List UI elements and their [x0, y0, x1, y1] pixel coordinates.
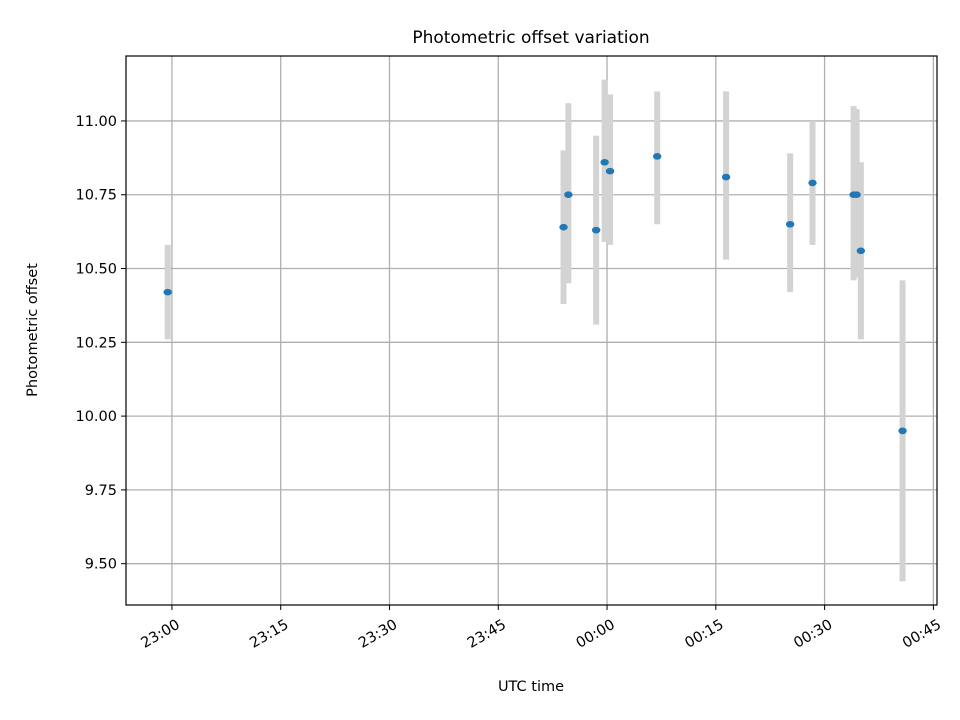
y-tick-label: 10.00	[75, 409, 117, 425]
chart-title: Photometric offset variation	[412, 28, 649, 48]
data-point	[898, 427, 907, 435]
data-point	[559, 223, 568, 231]
data-point	[852, 191, 861, 199]
data-point	[591, 226, 601, 234]
data-point	[856, 247, 866, 255]
y-tick-label: 9.50	[85, 557, 117, 573]
data-point	[564, 191, 573, 199]
data-point	[163, 288, 172, 296]
y-tick-label: 10.25	[75, 335, 117, 351]
data-point	[652, 153, 662, 160]
data-point	[600, 158, 609, 166]
data-point	[785, 220, 795, 228]
y-tick-label: 10.50	[75, 262, 117, 278]
y-tick-label: 10.75	[75, 188, 117, 204]
y-axis-label: Photometric offset	[25, 263, 41, 397]
plot-area	[125, 55, 938, 606]
data-point	[605, 167, 615, 175]
data-point	[721, 173, 731, 181]
y-tick-label: 9.75	[85, 483, 117, 499]
y-tick-label: 11.00	[75, 114, 117, 130]
data-point	[808, 179, 817, 187]
data-points	[163, 153, 907, 435]
x-axis-label: UTC time	[498, 679, 564, 695]
